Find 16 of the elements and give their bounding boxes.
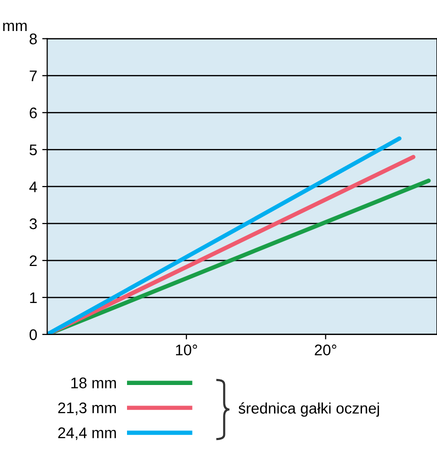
y-tick-label: 1 (30, 292, 37, 303)
legend-label: 24,4 mm (58, 427, 116, 440)
legend-label: 21,3 mm (58, 402, 116, 416)
y-tick-label: 3 (30, 218, 37, 230)
y-tick-label: 7 (30, 70, 37, 82)
y-tick-label: 6 (30, 107, 37, 118)
legend-title: średnica gałki ocznej (238, 402, 379, 417)
y-tick-label: 2 (30, 255, 37, 266)
y-tick-label: 8 (30, 34, 37, 44)
y-tick-label: 5 (30, 144, 37, 156)
x-tick-label: 20° (314, 344, 336, 356)
y-tick-label: 0 (30, 329, 37, 340)
y-tick-label: 4 (29, 182, 38, 192)
legend-label: 18 mm (71, 378, 116, 388)
x-tick-label: 10° (176, 344, 198, 356)
y-axis-title: mm (3, 22, 27, 31)
